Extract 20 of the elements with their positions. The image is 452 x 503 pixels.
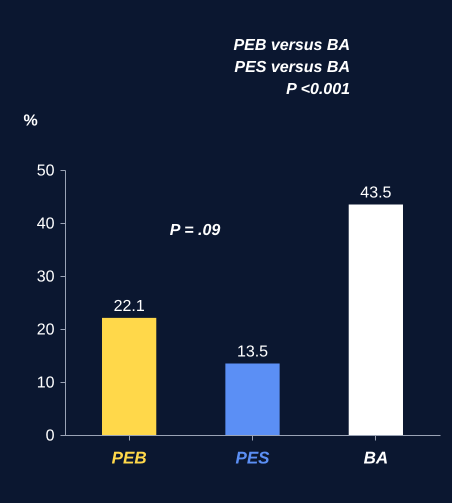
y-tick-label: 0 — [46, 428, 55, 444]
data-label: 43.5 — [360, 184, 392, 202]
y-axis-title: % — [24, 112, 38, 130]
y-tick-label: 30 — [36, 268, 55, 286]
y-tick-label: 40 — [36, 216, 55, 232]
x-tick-label: PEB — [112, 448, 147, 468]
data-label: 13.5 — [236, 343, 268, 360]
x-tick-label: PES — [235, 448, 270, 468]
x-tick-label: BA — [364, 448, 388, 468]
bar — [225, 363, 280, 435]
annotation: P = .09 — [170, 222, 220, 239]
y-tick-label: 10 — [36, 374, 55, 392]
y-tick-label: 50 — [36, 162, 55, 180]
text: P <0.001 — [286, 81, 350, 98]
y-tick-label: 20 — [36, 322, 55, 338]
text: PES versus BA — [234, 59, 350, 76]
bar — [348, 204, 403, 435]
text: PEB versus BA — [234, 37, 350, 54]
bar — [102, 318, 156, 435]
data-label: 22.1 — [114, 298, 145, 315]
